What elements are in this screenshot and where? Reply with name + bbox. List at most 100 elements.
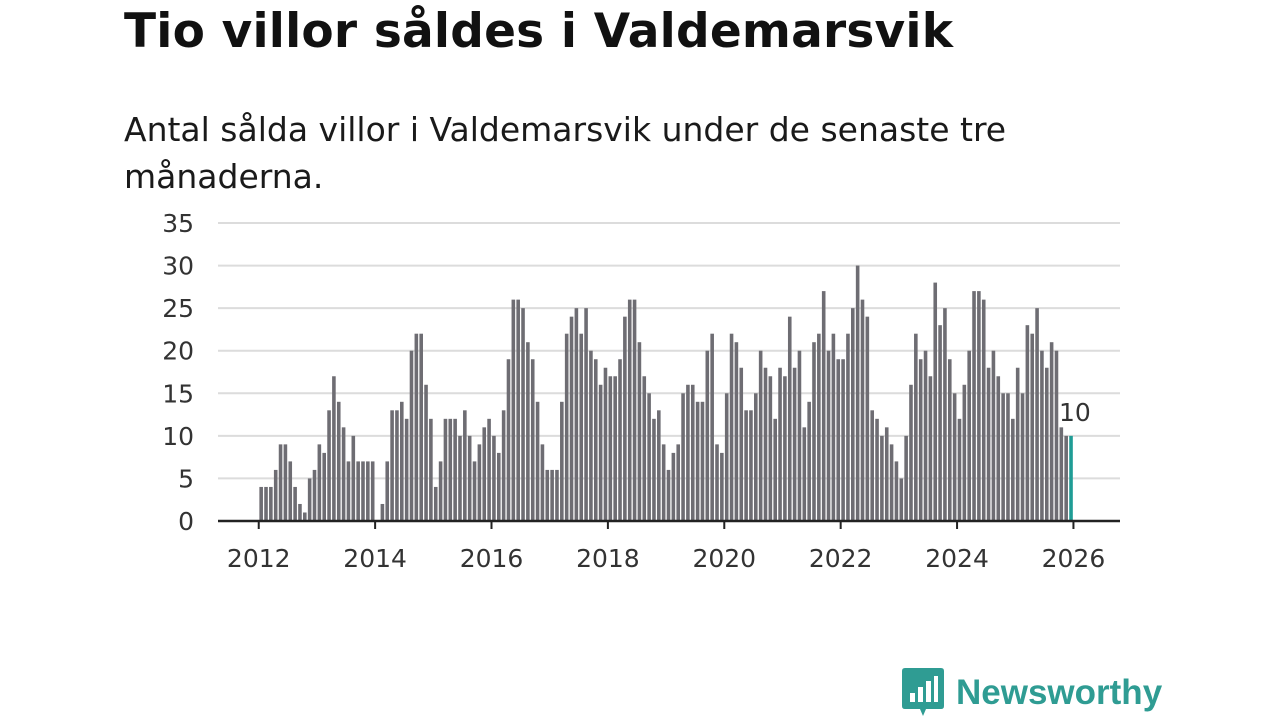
y-tick-label: 15 (162, 379, 194, 408)
bar (817, 333, 821, 521)
x-tick-label: 2012 (227, 544, 291, 573)
bar (584, 308, 588, 521)
bar (947, 359, 952, 521)
bar (938, 325, 942, 521)
bar (632, 299, 637, 521)
bar (967, 350, 971, 521)
bar (821, 291, 826, 521)
bar (1015, 367, 1020, 521)
bar (758, 350, 763, 521)
bar (623, 316, 627, 521)
bar (1001, 393, 1005, 521)
bar (400, 401, 404, 521)
bar (613, 376, 617, 521)
bar (860, 299, 865, 521)
bar (739, 367, 744, 521)
bar (516, 299, 520, 521)
bar (317, 444, 322, 521)
bar (899, 478, 904, 521)
bar (870, 410, 874, 521)
bar (1040, 350, 1044, 521)
bar (293, 486, 297, 521)
bar (836, 359, 841, 521)
bar (453, 418, 457, 521)
bar (705, 350, 710, 521)
bar (1011, 418, 1015, 521)
axes: 0 5 10 15 20 25 30 35 2012 2014 2016 2018 2020 2022 20… (162, 209, 1120, 573)
bar (943, 308, 947, 521)
bar (463, 410, 467, 521)
bar (550, 469, 554, 521)
bar (627, 299, 632, 521)
bar (303, 512, 307, 521)
bar (1035, 308, 1039, 521)
chart-subtitle: Antal sålda villor i Valdemarsvik under … (124, 110, 1007, 196)
bar (841, 359, 845, 521)
bar (986, 367, 991, 521)
bar (846, 333, 850, 521)
bar (283, 444, 288, 521)
bar (477, 444, 482, 521)
bar (754, 393, 758, 521)
y-tick-label: 0 (178, 507, 194, 536)
bar (875, 418, 879, 521)
bar (724, 393, 729, 521)
bar (273, 469, 278, 521)
bar (598, 384, 603, 521)
bar (768, 376, 773, 521)
bar (395, 410, 399, 521)
bar (991, 350, 996, 521)
bar (414, 333, 419, 521)
bar (1030, 333, 1035, 521)
bar (1054, 350, 1059, 521)
bar (404, 418, 409, 521)
bar (366, 461, 370, 521)
bar (1044, 367, 1049, 521)
bar (472, 461, 477, 521)
bar (1049, 342, 1054, 521)
bar (700, 401, 705, 521)
bar (681, 393, 685, 521)
bar (569, 316, 574, 521)
bar (530, 359, 535, 521)
bar (535, 401, 540, 521)
bar (918, 359, 923, 521)
y-tick-label: 10 (162, 422, 194, 451)
bar (269, 486, 273, 521)
bar (676, 444, 681, 521)
bar (657, 410, 661, 521)
bar (831, 333, 836, 521)
bar (715, 444, 719, 521)
bar (972, 291, 976, 521)
bar (259, 486, 263, 521)
bar (327, 410, 331, 521)
bar (593, 359, 598, 521)
bar (341, 427, 346, 521)
bar (487, 418, 491, 521)
bar (356, 461, 360, 521)
bar (361, 461, 365, 521)
bar (637, 342, 642, 521)
bar (380, 503, 385, 521)
x-tick-label: 2014 (343, 544, 407, 573)
bar (492, 435, 496, 521)
bar (652, 418, 656, 521)
bar (686, 384, 690, 521)
bar-value-label: 10 (1059, 398, 1091, 427)
bar (351, 435, 356, 521)
bar (826, 350, 831, 521)
bar (729, 333, 734, 521)
bar (390, 410, 394, 521)
bar (1059, 427, 1064, 521)
bar (773, 418, 777, 521)
bar (608, 376, 613, 521)
bar (865, 316, 870, 521)
bar (579, 333, 584, 521)
x-tick-label: 2020 (692, 544, 756, 573)
bar (996, 376, 1001, 521)
bar (763, 367, 768, 521)
bar (671, 452, 676, 521)
bar (909, 384, 913, 521)
bar (904, 435, 908, 521)
